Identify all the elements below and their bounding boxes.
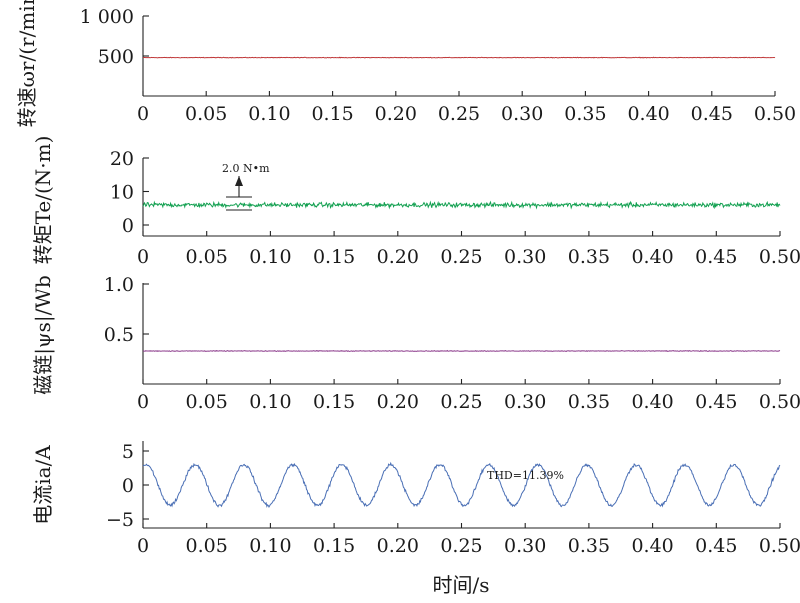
speed-ylabel-text: 转速ωr/(r/min) <box>15 0 39 127</box>
speed-ytick-label: 1 000 <box>80 6 134 28</box>
current-xtick-label: 0.15 <box>313 535 355 557</box>
torque-xtick-label: 0.50 <box>759 246 800 268</box>
speed-xtick-label: 0.30 <box>501 103 543 125</box>
flux-xtick-label: 0.50 <box>759 391 800 413</box>
torque-panel: 转矩Te/(N·m) 0 10 20 0 0.05 0.10 0.15 0.20 0.25 0.… <box>31 136 800 268</box>
current-panel: 电流ia/A −505 0 0.05 0.10 0.15 0.20 0.25 0.30 0.3… <box>31 441 800 557</box>
torque-xtick-label: 0.35 <box>568 246 610 268</box>
torque-ripple-annotation: 2.0 N•m <box>222 162 270 211</box>
torque-ytick-label: 10 <box>110 182 134 204</box>
current-xtick-label: 0.20 <box>377 535 419 557</box>
current-ytick-label: 5 <box>122 441 134 463</box>
torque-xtick-label: 0.30 <box>504 246 546 268</box>
flux-xtick-label: 0.10 <box>249 391 291 413</box>
current-xtick-label: 0 <box>137 535 149 557</box>
torque-xtick-label: 0.25 <box>440 246 482 268</box>
speed-xtick-label: 0.40 <box>627 103 669 125</box>
torque-ytick-label: 0 <box>122 215 134 237</box>
torque-series-line <box>142 200 781 210</box>
torque-xtick-label: 0.15 <box>313 246 355 268</box>
flux-xtick-label: 0.45 <box>695 391 737 413</box>
speed-xtick-label: 0.20 <box>375 103 417 125</box>
flux-xtick-label: 0.30 <box>504 391 546 413</box>
speed-series-line <box>142 56 776 59</box>
speed-xtick-label: 0.45 <box>691 103 733 125</box>
flux-xtick-label: 0.20 <box>377 391 419 413</box>
flux-xtick-label: 0.05 <box>186 391 228 413</box>
torque-xtick-label: 0.40 <box>631 246 673 268</box>
current-ylabel: 电流ia/A <box>31 445 55 525</box>
current-xtick-label: 0.45 <box>695 535 737 557</box>
torque-xtick-label: 0.10 <box>249 246 291 268</box>
torque-ytick-label: 20 <box>110 148 134 170</box>
speed-xtick-label: 0.25 <box>438 103 480 125</box>
flux-xtick-label: 0.35 <box>568 391 610 413</box>
current-xtick-label: 0.50 <box>759 535 800 557</box>
current-xtick-label: 0.25 <box>440 535 482 557</box>
flux-xtick-label: 0.40 <box>631 391 673 413</box>
x-axis-title: 时间/s <box>432 573 489 597</box>
flux-series-line <box>142 349 781 352</box>
current-ytick-label: 0 <box>122 475 134 497</box>
flux-ylabel: 磁链|ψs|/Wb <box>31 275 56 395</box>
speed-ylabel: 转速ωr/(r/min) <box>15 0 39 127</box>
flux-panel: 磁链|ψs|/Wb 0.5 1.0 0 0.05 0.10 0.15 0.20 0.25 0.… <box>31 274 800 413</box>
speed-xtick-label: 0.15 <box>311 103 353 125</box>
speed-xtick-label: 0.35 <box>564 103 606 125</box>
speed-xtick-label: 0.50 <box>754 103 796 125</box>
ripple-arrow-head <box>235 176 243 186</box>
torque-xtick-label: 0.20 <box>377 246 419 268</box>
torque-ylabel-text: 转矩Te/(N·m) <box>31 136 55 265</box>
torque-annotation-text: 2.0 N•m <box>222 162 270 175</box>
flux-xtick-label: 0.15 <box>313 391 355 413</box>
current-xtick-label: 0.10 <box>249 535 291 557</box>
current-ylabel-text: 电流ia/A <box>31 445 55 525</box>
torque-ylabel: 转矩Te/(N·m) <box>31 136 55 265</box>
torque-xtick-label: 0 <box>137 246 149 268</box>
speed-panel: 转速ωr/(r/min) 500 1 000 0 0.05 0.10 0.15 0.20 0… <box>15 0 796 127</box>
flux-xtick-label: 0.25 <box>440 391 482 413</box>
flux-ytick-label: 1.0 <box>104 274 134 296</box>
current-xtick-label: 0.35 <box>568 535 610 557</box>
speed-ytick-label: 500 <box>98 46 134 68</box>
current-xtick-label: 0.40 <box>631 535 673 557</box>
current-xtick-label: 0.05 <box>186 535 228 557</box>
speed-xtick-label: 0 <box>137 103 149 125</box>
current-annotation-text: THD=11.39% <box>487 469 564 482</box>
current-xtick-label: 0.30 <box>504 535 546 557</box>
torque-xtick-label: 0.45 <box>695 246 737 268</box>
speed-xtick-label: 0.05 <box>185 103 227 125</box>
torque-xtick-label: 0.05 <box>186 246 228 268</box>
current-series-line <box>142 461 781 508</box>
flux-xtick-label: 0 <box>137 391 149 413</box>
flux-ylabel-text: 磁链|ψs|/Wb <box>31 275 56 395</box>
current-ytick-label: −5 <box>106 509 134 531</box>
speed-xtick-label: 0.10 <box>248 103 290 125</box>
flux-ytick-label: 0.5 <box>104 324 134 346</box>
